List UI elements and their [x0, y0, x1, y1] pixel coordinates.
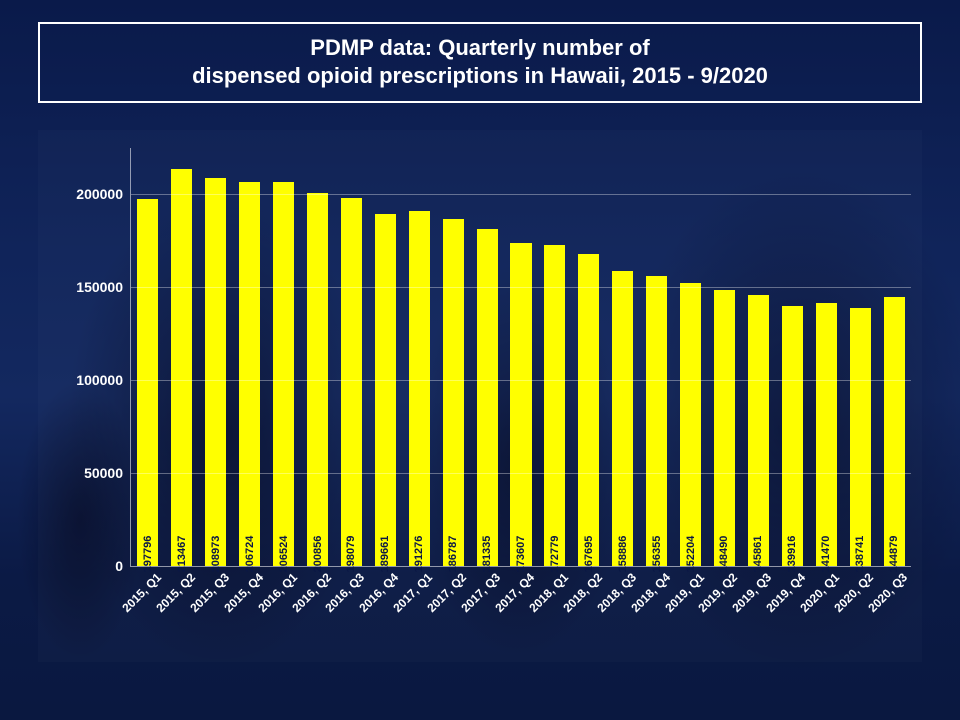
gridline — [131, 473, 911, 474]
bar: 141470 — [816, 303, 837, 566]
chart-title-box: PDMP data: Quarterly number of dispensed… — [38, 22, 922, 103]
chart-title-line1: PDMP data: Quarterly number of — [48, 34, 912, 62]
bar: 191276 — [409, 211, 430, 566]
bar: 186787 — [443, 219, 464, 566]
gridline — [131, 287, 911, 288]
bar: 144879 — [884, 297, 905, 566]
bar: 213467 — [171, 169, 192, 566]
bar: 172779 — [544, 245, 565, 566]
y-axis-tick-label: 150000 — [76, 279, 131, 295]
y-axis-tick-label: 50000 — [84, 465, 131, 481]
plot-area: 1977962134672089732067242065242008561980… — [130, 148, 911, 567]
bar: 139916 — [782, 306, 803, 566]
bars-layer: 1977962134672089732067242065242008561980… — [131, 148, 911, 566]
bar: 206524 — [273, 182, 294, 566]
y-axis-tick-label: 100000 — [76, 372, 131, 388]
bar: 208973 — [205, 178, 226, 566]
slide-root: PDMP data: Quarterly number of dispensed… — [0, 0, 960, 720]
bar: 156355 — [646, 276, 667, 566]
bar: 198079 — [341, 198, 362, 566]
bar: 167695 — [578, 254, 599, 566]
bar: 206724 — [239, 182, 260, 566]
bar: 189661 — [375, 214, 396, 566]
bar: 173607 — [510, 243, 531, 566]
bar: 197796 — [137, 199, 158, 566]
bar: 148490 — [714, 290, 735, 566]
gridline — [131, 194, 911, 195]
chart-title-line2: dispensed opioid prescriptions in Hawaii… — [48, 62, 912, 90]
gridline — [131, 380, 911, 381]
y-axis-tick-label: 200000 — [76, 186, 131, 202]
bar: 152204 — [680, 283, 701, 566]
bar: 145861 — [748, 295, 769, 566]
y-axis-tick-label: 0 — [115, 558, 131, 574]
chart-container: 1977962134672089732067242065242008561980… — [38, 130, 922, 662]
bar: 181335 — [477, 229, 498, 566]
bar: 138741 — [850, 308, 871, 566]
bar: 158886 — [612, 271, 633, 566]
